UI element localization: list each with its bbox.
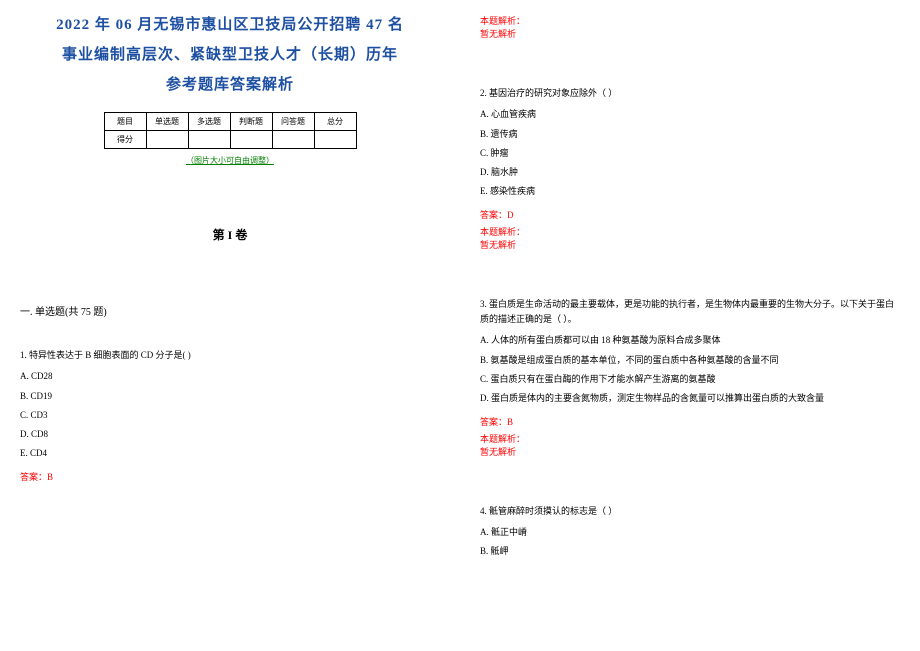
q1-answer: 答案：B (20, 470, 440, 483)
td-empty (188, 131, 230, 149)
q3-opt-c: C. 蛋白质只有在蛋白酶的作用下才能水解产生游离的氨基酸 (480, 372, 900, 387)
title-line-2: 事业编制高层次、紧缺型卫技人才（长期）历年 (20, 40, 440, 70)
left-column: 2022 年 06 月无锡市惠山区卫技局公开招聘 47 名 事业编制高层次、紧缺… (0, 0, 460, 651)
td-score-label: 得分 (104, 131, 146, 149)
q1-opt-b: B. CD19 (20, 389, 440, 404)
table-header-row: 题目 单选题 多选题 判断题 问答题 总分 (104, 113, 356, 131)
q2-opt-e: E. 感染性疾病 (480, 184, 900, 199)
td-empty (272, 131, 314, 149)
volume-heading: 第 I 卷 (20, 226, 440, 243)
q1-opt-e: E. CD4 (20, 446, 440, 461)
q2-opt-c: C. 肿瘤 (480, 146, 900, 161)
q3-opt-a: A. 人体的所有蛋白质都可以由 18 种氨基酸为原料合成多聚体 (480, 333, 900, 348)
q2-explanation-body: 暂无解析 (480, 238, 900, 251)
q3-answer: 答案：B (480, 415, 900, 428)
th-multi: 多选题 (188, 113, 230, 131)
td-empty (230, 131, 272, 149)
q4-opt-b: B. 骶岬 (480, 544, 900, 559)
q2-answer: 答案：D (480, 208, 900, 221)
q1-opt-d: D. CD8 (20, 427, 440, 442)
q3-stem: 3. 蛋白质是生命活动的最主要载体，更是功能的执行者，是生物体内最重要的生物大分… (480, 297, 900, 328)
title-line-3: 参考题库答案解析 (20, 70, 440, 100)
q2-explanation-label: 本题解析： (480, 225, 900, 238)
q3-opt-d: D. 蛋白质是体内的主要含氮物质，测定生物样品的含氮量可以推算出蛋白质的大致含量 (480, 391, 900, 406)
document-title: 2022 年 06 月无锡市惠山区卫技局公开招聘 47 名 事业编制高层次、紧缺… (20, 10, 440, 100)
th-single: 单选题 (146, 113, 188, 131)
right-column: 本题解析： 暂无解析 2. 基因治疗的研究对象应除外（ ） A. 心血管疾病 B… (460, 0, 920, 651)
q1-explanation-label: 本题解析： (480, 14, 900, 27)
q1-opt-c: C. CD3 (20, 408, 440, 423)
q4-stem: 4. 骶管麻醉时须摸认的标志是（ ） (480, 504, 900, 519)
title-line-1: 2022 年 06 月无锡市惠山区卫技局公开招聘 47 名 (20, 10, 440, 40)
image-resize-note: （图片大小可自由调整） (20, 155, 440, 166)
q2-stem: 2. 基因治疗的研究对象应除外（ ） (480, 86, 900, 101)
q2-opt-b: B. 遗传病 (480, 127, 900, 142)
q2-opt-a: A. 心血管疾病 (480, 107, 900, 122)
q1-stem: 1. 特异性表达于 B 细胞表面的 CD 分子是( ) (20, 348, 440, 363)
td-empty (146, 131, 188, 149)
q3-explanation-label: 本题解析： (480, 432, 900, 445)
q2-opt-d: D. 脑水肿 (480, 165, 900, 180)
section-1-heading: 一. 单选题(共 75 题) (20, 303, 440, 318)
q4-opt-a: A. 骶正中嵴 (480, 525, 900, 540)
th-item: 题目 (104, 113, 146, 131)
table-score-row: 得分 (104, 131, 356, 149)
th-judge: 判断题 (230, 113, 272, 131)
score-table: 题目 单选题 多选题 判断题 问答题 总分 得分 (104, 112, 357, 149)
q1-opt-a: A. CD28 (20, 369, 440, 384)
q3-explanation-body: 暂无解析 (480, 445, 900, 458)
th-qa: 问答题 (272, 113, 314, 131)
q1-explanation-body: 暂无解析 (480, 27, 900, 40)
q3-opt-b: B. 氨基酸是组成蛋白质的基本单位，不同的蛋白质中各种氨基酸的含量不同 (480, 353, 900, 368)
td-empty (314, 131, 356, 149)
th-total: 总分 (314, 113, 356, 131)
